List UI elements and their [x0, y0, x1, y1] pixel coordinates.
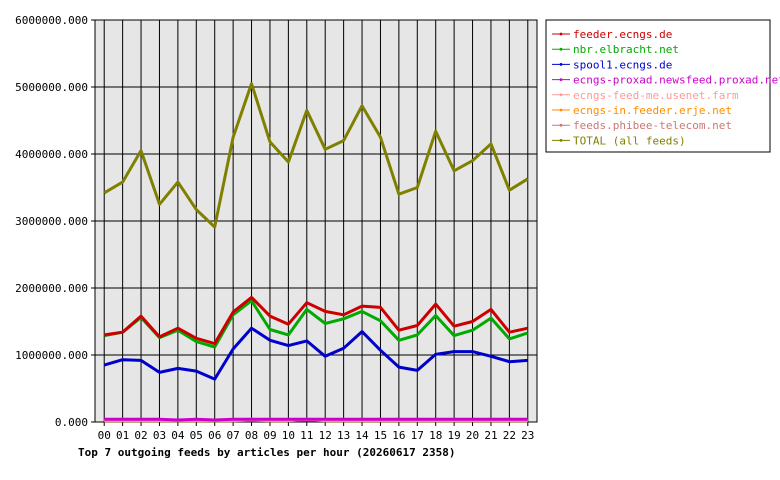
- legend-marker: [559, 78, 563, 81]
- x-tick-label: 08: [245, 429, 258, 442]
- y-tick-label: 5000000.000: [15, 81, 88, 94]
- legend-marker: [559, 63, 563, 66]
- legend-box: [545, 19, 771, 153]
- legend-entry: ecngs-proxad.newsfeed.proxad.net: [573, 74, 780, 87]
- x-tick-label: 02: [134, 429, 147, 442]
- x-tick-label: 04: [171, 429, 185, 442]
- y-tick-label: 1000000.000: [15, 349, 88, 362]
- x-tick-label: 18: [429, 429, 442, 442]
- x-tick-label: 07: [227, 429, 240, 442]
- legend-marker: [559, 139, 563, 142]
- legend: feeder.ecngs.de nbr.elbracht.net spool1.ec…: [545, 19, 780, 153]
- x-tick-label: 03: [153, 429, 166, 442]
- legend-marker: [559, 47, 563, 51]
- legend-marker: [559, 93, 563, 97]
- series-line: [103, 295, 529, 346]
- x-tick-label: 00: [98, 429, 111, 442]
- y-tick-label: 3000000.000: [15, 215, 88, 228]
- x-tick-label: 19: [448, 429, 461, 442]
- legend-entry: ecngs-in.feeder.erje.net: [573, 104, 732, 117]
- legend-entry: spool1.ecngs.de: [573, 58, 672, 71]
- x-tick-label: 14: [355, 429, 369, 442]
- legend-entry: TOTAL (all feeds): [573, 134, 686, 147]
- x-tick-label: 09: [263, 429, 276, 442]
- x-tick-label: 05: [190, 429, 203, 442]
- y-tick-label: 0.000: [55, 416, 88, 429]
- x-axis-ticks: 00 01 02 03 04 05 06 07 08 09 10 11 12 13 14 15 16 17 18 19…: [98, 422, 534, 442]
- y-axis-ticks: 0.000 1000000.000 2000000.000 3000000.000 40…: [15, 14, 95, 429]
- y-tick-label: 4000000.000: [15, 148, 88, 161]
- x-tick-label: 16: [392, 429, 405, 442]
- series-line: [103, 326, 528, 381]
- series-line: [103, 82, 529, 229]
- chart-title: Top 7 outgoing feeds by articles per hou…: [78, 446, 456, 459]
- legend-entry: ecngs-feed-me.usenet.farm: [573, 89, 739, 102]
- x-tick-label: 21: [484, 429, 497, 442]
- x-tick-label: 17: [411, 429, 424, 442]
- legend-marker: [559, 32, 563, 36]
- x-tick-label: 23: [521, 429, 534, 442]
- legend-entry: feeds.phibee-telecom.net: [573, 119, 732, 132]
- x-tick-label: 06: [208, 429, 221, 442]
- legend-entry: feeder.ecngs.de: [573, 28, 672, 41]
- x-tick-label: 15: [374, 429, 387, 442]
- series-line: [103, 299, 529, 349]
- legend-marker: [559, 108, 563, 112]
- y-tick-label: 2000000.000: [15, 282, 88, 295]
- series-line: [104, 417, 528, 422]
- x-tick-label: 01: [116, 429, 129, 442]
- legend-marker: [559, 123, 563, 127]
- legend-entry: nbr.elbracht.net: [573, 43, 679, 56]
- y-tick-label: 6000000.000: [15, 14, 88, 27]
- x-tick-label: 20: [466, 429, 479, 442]
- x-tick-label: 13: [337, 429, 350, 442]
- x-tick-label: 12: [319, 429, 332, 442]
- series-lines: [103, 82, 529, 423]
- x-tick-label: 11: [300, 429, 313, 442]
- x-tick-label: 10: [282, 429, 295, 442]
- x-tick-label: 22: [503, 429, 516, 442]
